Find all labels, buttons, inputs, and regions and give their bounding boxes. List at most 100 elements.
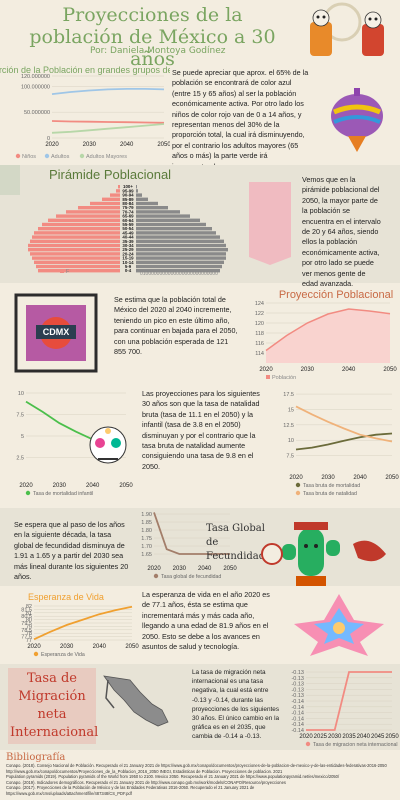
legend-marker (305, 741, 311, 747)
x-tick-label: 2050 (385, 734, 399, 740)
x-tick-label: 2020 (147, 566, 161, 572)
x-tick-label: 2020 (45, 142, 59, 148)
x-tick-label: 2020 (259, 367, 273, 373)
series-line (33, 605, 133, 641)
y-tick-label: 79.5 (21, 621, 32, 627)
x-tick-label: 2025 (314, 734, 328, 740)
bar-female (34, 260, 120, 264)
chart-title: Esperanza de Vida (28, 592, 104, 602)
x-tick-label: 2030 (301, 367, 315, 373)
bar-female (32, 256, 120, 260)
legend-label: Población (272, 375, 296, 381)
legend-marker (266, 375, 270, 379)
bar-female (56, 214, 120, 218)
bar-female (36, 264, 120, 269)
series-line (51, 123, 165, 134)
y-tick-label: 7.5 (286, 454, 294, 460)
chart-grupos-edad: Proporción de la Población en grandes gr… (0, 65, 170, 160)
legend-marker (33, 651, 39, 657)
bar-male (136, 214, 190, 218)
y-tick-label: 5 (21, 434, 24, 440)
bar-female (90, 201, 120, 206)
y-tick-label: 79 (26, 624, 32, 630)
x-tick-label: 2020 (27, 644, 41, 650)
y-tick-label: 116 (255, 341, 264, 347)
bar-female (28, 248, 120, 252)
bar-male (136, 231, 216, 235)
chart-title: Proporción de la Población en grandes gr… (0, 65, 170, 75)
legend-label: F (66, 269, 70, 275)
age-label: 40-44 (122, 235, 134, 240)
chart-fecundidad: 1.65 1.70 1.75 1.80 1.85 1.90 2020 2030 2040 2050… (141, 512, 237, 580)
bar-female (30, 252, 120, 256)
bar-male (136, 252, 226, 256)
dancers-illustration (310, 2, 384, 56)
x-tick-label: 2050 (385, 475, 399, 481)
legend-label: Tasa bruta de mortalidad (303, 483, 360, 489)
y-tick-label: -0.13 (291, 676, 304, 682)
papel-picado-icon (249, 182, 291, 265)
x-tick-label: 2050 (223, 566, 237, 572)
age-label: 45-49 (122, 230, 134, 235)
series-line (306, 671, 392, 731)
age-label: 15-19 (122, 256, 134, 261)
age-label: 20-24 (122, 251, 134, 256)
legend-label: Niños (22, 154, 36, 160)
chart-proyeccion: Proyección Poblacional 114 116 118 120 122 12… (255, 289, 398, 381)
x-tick-label: 2030 (173, 566, 187, 572)
header: Proyecciones de la población de México a… (0, 0, 400, 70)
bar-male (136, 189, 138, 193)
y-tick-label: -0.14 (291, 716, 304, 722)
chart-piramide: Pirámide Poblacional 0-45-910-1415-1920-… (0, 165, 228, 277)
chart-title: Proyección Poblacional (279, 289, 393, 301)
age-label: 60-64 (122, 218, 134, 223)
bar-female (118, 185, 120, 189)
section-fecundidad: Se espera que al paso de los años en la … (0, 508, 400, 586)
y-tick-label: -0.14 (291, 705, 304, 711)
y-tick-label: 114 (255, 351, 264, 357)
y-tick-label: -0.14 (291, 699, 304, 705)
mexico-map-icon (103, 675, 169, 727)
age-label: 25-29 (122, 247, 134, 252)
series-line (51, 87, 165, 95)
legend-marker (15, 153, 21, 159)
legend-label: Tasa global de fecundidad (161, 574, 221, 580)
vida-text: La esperanza de vida en el año 2020 es d… (142, 590, 270, 652)
x-tick-label: 2050 (383, 367, 397, 373)
legend-marker (79, 153, 85, 159)
page-title: Proyecciones de la población de México a… (29, 4, 276, 70)
bar-male (136, 218, 200, 222)
section-esperanza: Esperanza de Vida 77 77.5 78 78.5 79 79.5 80 80… (0, 586, 400, 664)
bar-male (136, 243, 226, 248)
y-tick-label: 80 (26, 618, 32, 624)
y-tick-label: -0.13 (291, 693, 304, 699)
y-tick-label: 78.5 (21, 628, 32, 634)
y-tick-label: 2.5 (16, 456, 24, 462)
bar-male (136, 185, 137, 189)
x-tick-label: 2040 (93, 644, 107, 650)
y-tick-label: 78 (26, 631, 32, 637)
age-label: 65-69 (122, 214, 134, 219)
trompo-icon (331, 88, 383, 152)
y-tick-label: -0.13 (291, 682, 304, 688)
pinata-icon (294, 594, 384, 656)
x-tick-label: 2020 (19, 483, 33, 489)
x-tick-label: 2050 (119, 483, 133, 489)
age-label: 50-54 (122, 226, 134, 231)
x-tick-label: 2040 (120, 142, 134, 148)
section-grupos-edad: Proporción de la Población en grandes gr… (0, 62, 400, 171)
y-tick-label: 0 (47, 136, 50, 142)
age-label: 95-99 (122, 188, 134, 193)
y-tick-label: 1.90 (141, 512, 152, 518)
cdmx-icon: CDMX (14, 293, 98, 373)
age-label: 100+ (123, 184, 133, 189)
bar-male (136, 248, 228, 252)
bar-male (136, 210, 180, 214)
bar-female (110, 193, 120, 197)
section-mortalidad: 2.5 5 7.5 10 2020 2030 2040 2050 Tasa de mortal… (0, 383, 400, 508)
chart-migracion: -0.14-0.14-0.14-0.14-0.14-0.14-0.13-0.13… (291, 670, 399, 748)
mortalidad-text: Las proyecciones para los siguientes 30 … (142, 389, 260, 471)
series-line (295, 432, 393, 451)
y-tick-label: 1.80 (141, 528, 152, 534)
bar-male (136, 201, 158, 206)
